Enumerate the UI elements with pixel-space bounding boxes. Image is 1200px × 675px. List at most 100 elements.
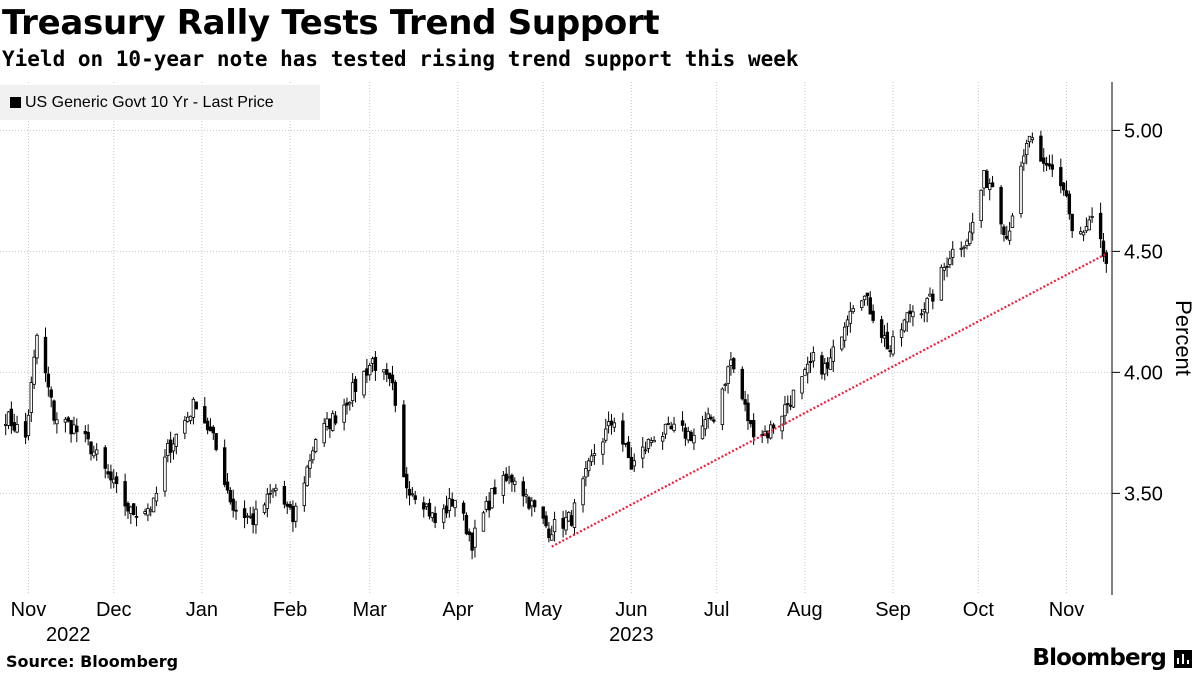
candle-body [23,421,28,438]
candle-body [882,335,887,339]
candle-body [643,449,648,452]
trend-support-line [551,252,1107,548]
candle-body [1061,182,1066,191]
candle-body [860,300,864,309]
candle-body [214,433,218,450]
candle-body [749,420,753,425]
trendline-layer [551,252,1107,548]
candle-body [441,508,446,523]
candle-body [623,442,628,445]
candle-body [285,503,289,507]
candle-body [29,382,33,413]
candle-body [251,513,255,525]
candle-body [294,505,298,522]
candle-body [780,415,784,432]
candle-body [393,381,398,406]
candle-body [885,331,890,350]
candle-body [988,183,992,190]
candle-body [413,495,417,500]
candle-body [12,422,16,431]
x-tick-label: May [524,599,562,621]
candle-body [891,336,895,355]
candle-body [925,297,929,314]
candle-body [507,476,511,479]
candle-body [564,517,568,531]
candle-body [370,358,375,364]
candle-body [191,398,196,418]
candle-body [242,508,247,519]
candle-body [288,503,292,508]
candle-body [424,503,429,507]
candle-body [129,506,133,514]
candle-body [632,460,636,467]
y-tick-label: 4.00 [1124,362,1163,384]
legend: US Generic Govt 10 Yr - Last Price [0,85,320,120]
candle-body [530,500,534,507]
candle-body [825,362,830,369]
candle-body [948,258,952,265]
candle-body [1104,252,1109,264]
legend-label: US Generic Govt 10 Yr - Last Price [25,94,274,111]
candle-body [805,363,810,374]
candle-body [1005,235,1009,239]
x-tick-label: Aug [787,599,823,621]
candle-body [430,512,434,518]
candle-body [66,417,70,422]
candle-body [672,423,676,431]
candle-body [1022,155,1026,164]
candle-body [746,402,750,422]
x-tick-label: Feb [273,599,307,621]
candle-body [166,443,170,457]
candle-body [123,481,127,507]
candle-body [94,449,99,455]
candle-body [965,240,969,246]
candle-body [345,402,349,406]
grid-layer [0,82,1112,595]
x-tick-label: Jul [704,599,730,621]
candle-body [362,370,366,396]
candle-body [669,425,673,430]
candle-body [626,441,631,459]
candle-body [186,416,190,422]
candle-body [786,403,790,405]
candle-body [55,419,59,425]
candle-body [404,473,409,489]
candle-body [348,401,352,405]
x-tick-label: Jun [615,599,647,621]
candle-body [663,423,668,435]
candle-body [46,373,51,388]
candle-body [808,361,813,364]
axis-layer: Nov Dec Jan Feb Mar Apr May Jun Jul Aug Sep Oct Nov 2… [11,82,1196,646]
chart-subtitle: Yield on 10-year note has tested rising … [2,47,799,71]
candle-body [1098,212,1103,240]
source-note: Source: Bloomberg [6,652,179,671]
candle-body [712,419,716,422]
candle-body [968,231,972,245]
candle-body [845,319,850,327]
candle-body [112,478,116,484]
candle-body [788,404,793,407]
candle-body [720,388,725,426]
candle-body [365,368,369,376]
candle-body [911,311,915,318]
candle-body [308,460,312,469]
candle-body [629,456,634,470]
candle-body [848,310,853,324]
candle-body [686,431,690,441]
candle-body [268,492,272,495]
candle-body [660,436,665,442]
candle-body [501,475,506,496]
candle-body [959,247,963,250]
candle-body [109,471,113,481]
candle-body [999,186,1003,225]
candle-body [1024,143,1029,156]
x-tick-label: Dec [96,599,132,621]
candle-body [1067,193,1072,215]
candle-body [646,438,651,449]
candle-body [868,297,872,315]
candle-layer [3,130,1109,560]
candle-body [234,509,238,512]
x-year-label: 2023 [609,624,654,646]
candle-body [513,480,517,485]
candle-body [1090,216,1094,218]
